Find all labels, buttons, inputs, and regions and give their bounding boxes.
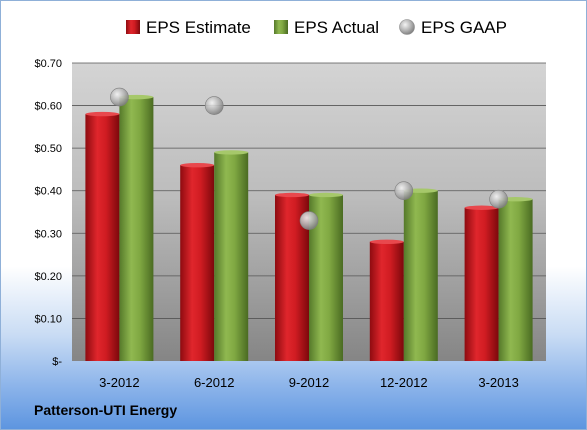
x-tick-label: 3-2013 [478,375,518,390]
legend-swatch-estimate [126,20,140,34]
bar-cap-eps-estimate [275,192,309,198]
bar-cap-eps-actual [309,192,343,198]
bar-cap-eps-estimate [464,205,499,210]
y-tick-label: $0.20 [34,271,62,283]
bar-eps-actual [214,152,249,361]
x-tick-label: 9-2012 [289,375,329,390]
y-tick-label: $0.50 [34,143,62,155]
x-tick-label: 3-2012 [99,375,139,390]
marker-eps-gaap [204,96,224,115]
y-axis-ticks: $- $0.10 $0.20 $0.30 $0.40 $0.50 $0.60 $0.70 [34,58,62,368]
x-tick-label: 6-2012 [194,375,234,390]
marker-eps-gaap [299,211,319,230]
y-tick-label: $0.10 [34,313,62,325]
bar-cap-eps-estimate [180,162,215,168]
y-tick-label: $0.30 [34,228,62,240]
y-tick-label: $- [52,356,62,368]
legend: EPS Estimate EPS Actual EPS GAAP [126,18,507,37]
legend-label-gaap: EPS GAAP [421,18,507,37]
x-tick-label: 12-2012 [380,375,428,390]
bar-cap-eps-estimate [85,111,120,117]
company-name: Patterson-UTI Energy [34,402,178,418]
bar-eps-actual [119,97,154,362]
bar-eps-estimate [464,207,499,361]
y-tick-label: $0.70 [34,58,62,70]
legend-swatch-gaap [399,19,415,35]
y-tick-label: $0.60 [34,101,62,113]
marker-eps-gaap [110,87,129,107]
bar-cap-eps-actual [214,150,249,155]
legend-label-estimate: EPS Estimate [146,18,251,37]
legend-label-actual: EPS Actual [294,18,379,37]
bar-eps-actual [498,199,533,361]
marker-eps-gaap [489,189,508,209]
bar-cap-eps-estimate [369,239,404,244]
bars [85,94,533,362]
bar-eps-estimate [369,241,404,361]
bar-eps-actual [403,190,438,361]
x-axis-ticks: 3-2012 6-2012 9-2012 12-2012 3-2013 [99,375,519,390]
bar-eps-estimate [85,114,120,361]
legend-swatch-actual [274,20,288,34]
y-tick-label: $0.40 [34,186,62,198]
gaap-markers [110,87,508,230]
marker-eps-gaap [394,181,414,201]
bar-eps-estimate [180,165,215,361]
